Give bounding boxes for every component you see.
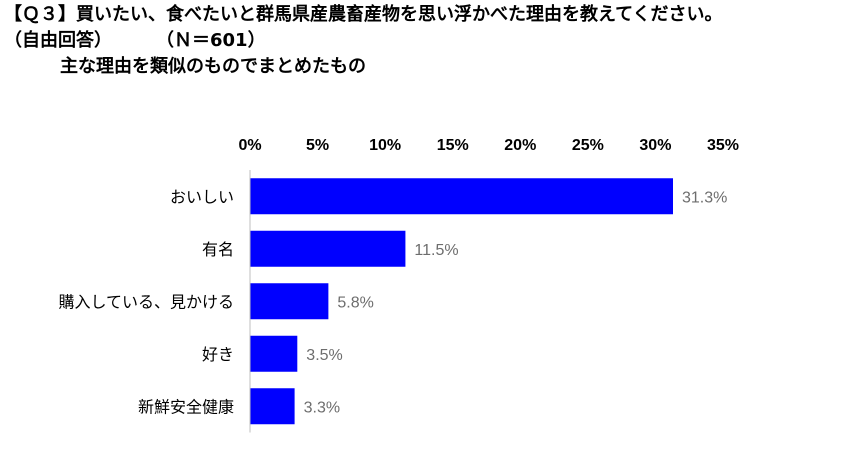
x-tick-label: 30% (639, 137, 671, 154)
x-axis-ticks: 0% 5% 10% 15% 20% 25% 30% 35% (238, 137, 739, 154)
bar (250, 283, 329, 320)
summary-note: 主な理由を類似のものでまとめたもの (60, 56, 366, 77)
category-label: 購入している、見かける (58, 292, 234, 311)
bar (250, 335, 298, 372)
x-tick-label: 35% (707, 137, 739, 154)
data-label: 3.3% (304, 399, 340, 416)
category-label: おいしい (170, 187, 234, 206)
bar (250, 230, 406, 267)
question-subtitle: （自由回答） （Ｎ＝601） (4, 28, 723, 54)
answer-type-label: （自由回答） (4, 30, 112, 51)
data-label: 3.5% (306, 347, 342, 364)
data-label: 31.3% (682, 189, 727, 206)
x-tick-label: 10% (369, 137, 401, 154)
x-tick-label: 20% (504, 137, 536, 154)
chart-title-block: 【Ｑ３】買いたい、食べたいと群馬県産農畜産物を思い浮かべた理由を教えてください。… (4, 2, 723, 80)
x-tick-label: 5% (306, 137, 329, 154)
x-tick-label: 15% (437, 137, 469, 154)
category-label: 好き (202, 345, 234, 364)
x-tick-label: 25% (572, 137, 604, 154)
x-tick-label: 0% (238, 137, 261, 154)
data-label: 5.8% (337, 294, 373, 311)
sample-size-label: （Ｎ＝601） (156, 30, 266, 51)
bar (250, 388, 295, 425)
bar (250, 178, 673, 215)
category-label: 有名 (202, 240, 234, 259)
category-label: 新鮮安全健康 (138, 397, 234, 416)
bars: おいしい 31.3% 有名 11.5% 購入している、見かける 5.8% 好き 3.5% 新鮮安… (58, 178, 727, 425)
question-title: 【Ｑ３】買いたい、食べたいと群馬県産農畜産物を思い浮かべた理由を教えてください。 (4, 4, 723, 25)
data-label: 11.5% (414, 242, 458, 259)
